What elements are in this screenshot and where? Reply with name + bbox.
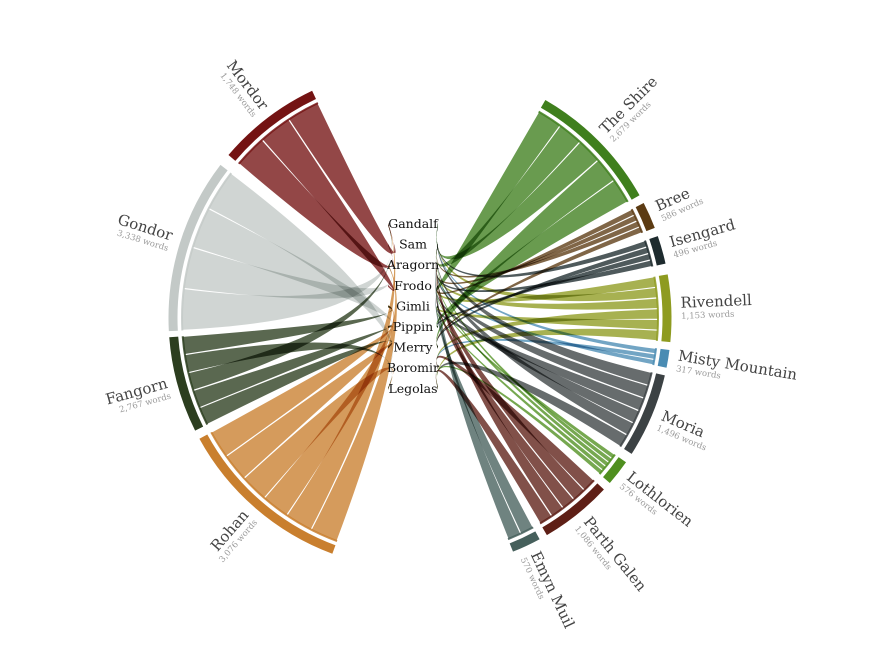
location-inner-band-lothlorien bbox=[598, 453, 616, 475]
location-arc-lothlorien[interactable] bbox=[602, 457, 627, 483]
location-inner-band-the-shire bbox=[538, 110, 629, 203]
ribbon-gondor-gandalf bbox=[182, 223, 392, 330]
ribbon-isengard-pippin bbox=[436, 254, 651, 328]
ribbon-parth-galen-aragorn bbox=[436, 264, 584, 500]
ribbon-moria-sam bbox=[436, 243, 634, 435]
location-inner-band-parth-galen bbox=[539, 479, 595, 525]
ribbon-isengard-merry bbox=[436, 247, 649, 349]
arc-layer bbox=[168, 90, 672, 554]
character-label-gimli: Gimli bbox=[396, 298, 430, 313]
location-arc-rivendell[interactable] bbox=[658, 274, 672, 343]
character-label-boromir: Boromir bbox=[387, 360, 439, 375]
location-arc-fangorn[interactable] bbox=[169, 336, 204, 431]
location-arc-gondor[interactable] bbox=[168, 164, 228, 332]
ribbon-rohan-aragorn bbox=[311, 264, 397, 541]
ribbon-fangorn-gandalf bbox=[188, 223, 392, 390]
ribbon-moria-aragorn bbox=[436, 264, 649, 398]
ribbon-misty-mountain-aragorn bbox=[436, 264, 655, 365]
ribbon-rohan-legolas bbox=[244, 367, 394, 498]
ribbon-the-shire-merry bbox=[436, 160, 614, 349]
ribbon-parth-galen-legolas bbox=[435, 369, 552, 524]
ribbon-rivendell-aragorn bbox=[436, 264, 658, 310]
location-arc-rohan[interactable] bbox=[199, 434, 336, 554]
location-inner-band-bree bbox=[630, 208, 644, 234]
ribbon-moria-gandalf bbox=[436, 223, 652, 385]
ribbon-bree-merry bbox=[436, 227, 642, 349]
character-label-pippin: Pippin bbox=[393, 319, 433, 334]
location-inner-band-mordor bbox=[237, 102, 319, 165]
character-label-layer: Gandalf Sam Aragorn Frodo Gimli Pippin Merry Bo… bbox=[386, 216, 439, 396]
location-inner-band-misty-mountain bbox=[652, 348, 658, 366]
ribbon-fangorn-gimli bbox=[182, 305, 392, 354]
ribbon-fangorn-legolas bbox=[184, 342, 392, 390]
location-inner-band-rivendell bbox=[653, 276, 659, 341]
location-arc-moria[interactable] bbox=[624, 373, 665, 454]
location-arc-bree[interactable] bbox=[635, 203, 655, 232]
ribbon-fangorn-merry bbox=[199, 340, 393, 424]
ribbon-the-shire-pippin bbox=[436, 180, 628, 328]
ribbon-moria-gimli bbox=[436, 305, 644, 411]
character-label-legolas: Legolas bbox=[388, 381, 437, 396]
ribbon-rohan-merry bbox=[226, 342, 393, 478]
location-arc-the-shire[interactable] bbox=[540, 99, 640, 200]
location-word-count: 1,153 words bbox=[681, 310, 735, 322]
ribbon-parth-galen-frodo bbox=[435, 284, 574, 508]
location-arc-isengard[interactable] bbox=[649, 236, 666, 266]
location-name: Misty Mountain bbox=[677, 347, 799, 384]
ribbon-rohan-pippin bbox=[211, 325, 393, 456]
character-label-gandalf: Gandalf bbox=[388, 216, 439, 231]
ribbon-moria-frodo bbox=[436, 284, 639, 423]
location-inner-band-fangorn bbox=[181, 336, 209, 426]
ribbon-gondor-boromir bbox=[208, 173, 393, 370]
location-inner-band-gondor bbox=[181, 172, 232, 331]
location-arc-mordor[interactable] bbox=[228, 90, 316, 161]
character-label-merry: Merry bbox=[393, 340, 433, 355]
location-name: Rivendell bbox=[680, 291, 752, 312]
location-inner-band-rohan bbox=[210, 431, 338, 543]
location-inner-band-isengard bbox=[644, 240, 654, 267]
character-label-frodo: Frodo bbox=[394, 278, 432, 293]
ribbon-rivendell-gimli bbox=[436, 305, 658, 330]
ribbon-mordor-gandalf bbox=[289, 103, 396, 254]
ribbon-lothlorien-gimli bbox=[436, 305, 606, 470]
character-label-sam: Sam bbox=[399, 237, 427, 252]
ribbon-gondor-pippin bbox=[192, 209, 393, 328]
location-arc-parth-galen[interactable] bbox=[542, 483, 604, 536]
location-arc-misty-mountain[interactable] bbox=[657, 348, 670, 368]
ribbon-the-shire-gandalf bbox=[436, 142, 598, 260]
ribbon-rohan-gimli bbox=[264, 305, 395, 515]
character-label-aragorn: Aragorn bbox=[386, 257, 439, 272]
ribbon-mordor-frodo bbox=[262, 119, 395, 292]
ribbon-mordor-sam bbox=[239, 140, 394, 268]
location-arc-emyn-muil[interactable] bbox=[509, 531, 540, 552]
ribbon-parth-galen-boromir bbox=[436, 355, 594, 490]
ribbon-layer bbox=[182, 103, 658, 541]
ribbon-the-shire-sam bbox=[435, 126, 580, 267]
location-inner-band-moria bbox=[619, 372, 653, 448]
location-name: Parth Galen bbox=[580, 513, 651, 595]
ribbon-rivendell-gandalf bbox=[436, 223, 658, 302]
location-inner-band-emyn-muil bbox=[507, 526, 534, 541]
ribbon-moria-legolas bbox=[436, 361, 627, 447]
ribbon-rivendell-legolas bbox=[436, 328, 658, 390]
